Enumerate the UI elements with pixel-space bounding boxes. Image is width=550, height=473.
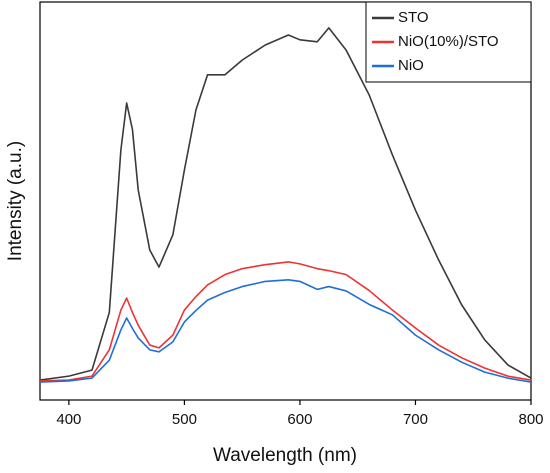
legend-label: NiO(10%)/STO — [398, 33, 499, 50]
x-tick-label: 400 — [56, 411, 81, 428]
x-axis-title: Wavelength (nm) — [213, 445, 357, 466]
x-tick-label: 700 — [403, 411, 428, 428]
line-series — [39, 261, 532, 382]
legend-label: STO — [398, 9, 429, 26]
line-series — [39, 27, 532, 381]
x-tick-label: 600 — [287, 411, 312, 428]
x-tick-label: 800 — [518, 411, 543, 428]
legend-label: NiO — [398, 57, 424, 74]
plot-frame — [39, 1, 532, 401]
line-series — [39, 279, 532, 383]
y-axis-title: Intensity (a.u.) — [5, 141, 26, 261]
x-tick-label: 500 — [172, 411, 197, 428]
